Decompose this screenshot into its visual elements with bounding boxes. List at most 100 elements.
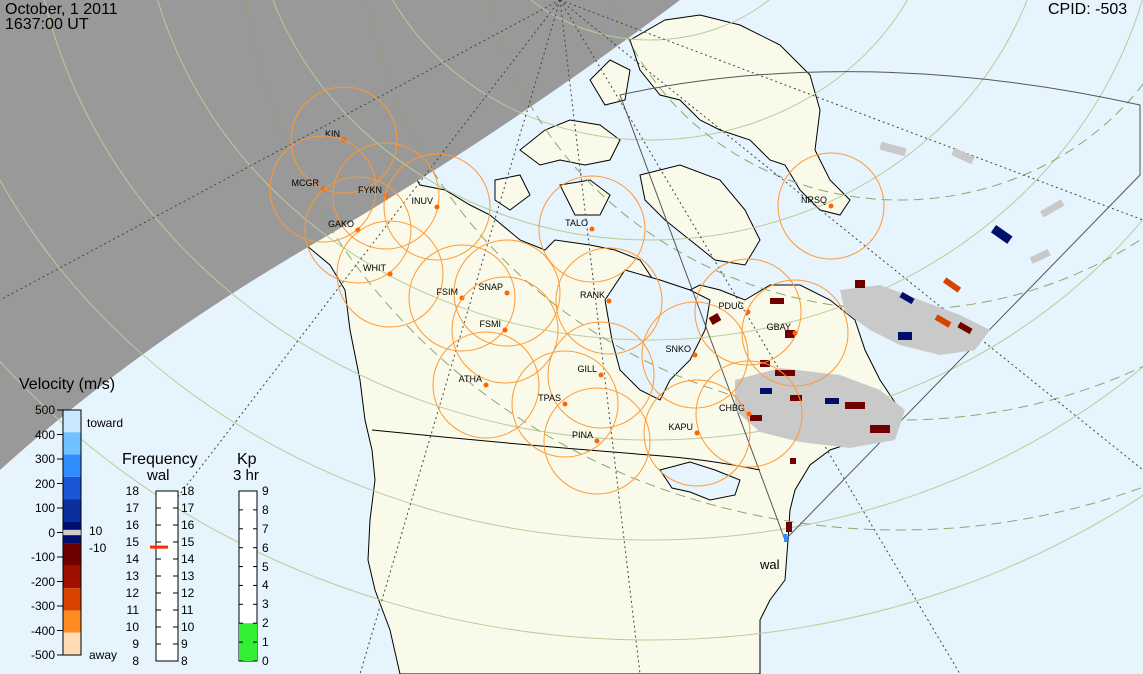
station-code: GBAY <box>767 322 791 332</box>
frequency-tick-right: 10 <box>181 620 195 634</box>
station-code: KIN <box>325 129 340 139</box>
station-dot <box>483 382 489 388</box>
station-coverage-ring <box>643 379 751 487</box>
station-snap: SNAP <box>453 239 561 347</box>
kp-scale <box>238 490 258 662</box>
station-code: FSMI <box>480 319 502 329</box>
kp-tick-label: 2 <box>262 616 269 631</box>
station-code: WHIT <box>363 263 386 273</box>
kp-tick-label: 1 <box>262 635 269 650</box>
velocity-color-segment <box>63 499 81 522</box>
map-time: 1637:00 UT <box>5 16 89 33</box>
land-arctic-island <box>559 179 611 216</box>
station-chbg: CHBG <box>695 360 803 468</box>
station-code: RANK <box>580 290 605 300</box>
frequency-tick-right: 9 <box>181 637 188 651</box>
velocity-color-segment <box>63 410 81 433</box>
kp-tick-label: 5 <box>262 559 269 574</box>
station-nrsq: NRSQ <box>777 152 885 260</box>
radar-site-label: wal <box>760 557 780 572</box>
velocity-color-segment <box>63 454 81 477</box>
frequency-tick-right: 8 <box>181 654 188 668</box>
velocity-color-segment <box>63 565 81 589</box>
velocity-tick-label: 400 <box>34 427 55 442</box>
frequency-tick-right: 12 <box>181 586 195 600</box>
station-coverage-ring <box>694 258 802 366</box>
velocity-color-segment <box>63 588 81 611</box>
station-gbay: GBAY <box>741 279 849 387</box>
station-coverage-ring <box>304 176 412 284</box>
station-dot <box>589 226 595 232</box>
station-coverage-ring <box>547 321 655 429</box>
land-greenland <box>629 14 851 216</box>
kp-tick-label: 0 <box>262 654 269 668</box>
kp-legend-title: Kp <box>237 451 257 468</box>
station-inuv: INUV <box>383 153 491 261</box>
station-coverage-ring <box>269 135 377 243</box>
station-atha: ATHA <box>432 331 540 439</box>
station-coverage-ring <box>641 301 749 409</box>
land-arctic-island <box>589 59 631 106</box>
velocity-tick-label: -300 <box>30 599 55 613</box>
frequency-marker <box>150 545 168 549</box>
station-dot <box>694 430 700 436</box>
station-coverage-ring <box>453 239 561 347</box>
night-terminator <box>0 0 680 470</box>
station-code: SNKO <box>665 344 691 354</box>
frequency-tick-right: 15 <box>181 535 195 549</box>
station-coverage-ring <box>451 276 559 384</box>
kp-legend-subtitle: 3 hr <box>233 467 259 484</box>
velocity-zero-band <box>62 529 82 536</box>
cpid-label: CPID: -503 <box>1048 1 1128 18</box>
frequency-tick-left: 8 <box>132 654 139 668</box>
station-code: INUV <box>411 196 433 206</box>
station-dot <box>504 290 510 296</box>
station-code: PDUC <box>718 301 744 311</box>
station-coverage-ring <box>741 279 849 387</box>
station-dot <box>746 411 752 417</box>
ground-scatter <box>735 141 1065 448</box>
station-dot <box>792 330 798 336</box>
kp-tick-label: 9 <box>262 484 269 498</box>
station-code: NRSQ <box>801 195 827 205</box>
frequency-tick-right: 14 <box>181 552 195 566</box>
kp-tick-label: 4 <box>262 578 269 593</box>
station-code: KAPU <box>668 422 693 432</box>
velocity-tick-label: -100 <box>30 550 55 564</box>
kp-tick-label: 3 <box>262 597 269 612</box>
station-code: CHBG <box>719 403 745 413</box>
station-coverage-ring <box>695 360 803 468</box>
land-arctic-island <box>519 119 621 166</box>
velocity-tick-label: 100 <box>34 501 55 515</box>
frequency-tick-left: 13 <box>125 569 139 583</box>
station-code: SNAP <box>478 282 503 292</box>
station-mcgr: MCGR <box>269 135 377 243</box>
station-code: FYKN <box>358 185 382 195</box>
frequency-tick-left: 15 <box>125 535 139 549</box>
velocity-color-segment <box>63 432 81 455</box>
station-dot <box>502 327 508 333</box>
frequency-tick-right: 13 <box>181 569 195 583</box>
station-dot <box>434 204 440 210</box>
velocity-tick-label: 300 <box>34 452 55 466</box>
frequency-tick-left: 9 <box>132 637 139 651</box>
station-code: PINA <box>572 430 593 440</box>
frequency-tick-left: 12 <box>125 586 139 600</box>
frequency-tick-left: 18 <box>125 484 139 498</box>
radar-fov <box>619 71 1141 541</box>
station-coverage-ring <box>336 220 444 328</box>
frequency-scale <box>150 490 179 662</box>
station-fsmi: FSMI <box>451 276 559 384</box>
station-pina: PINA <box>543 387 651 495</box>
velocity-away-label: away <box>89 648 118 662</box>
station-dot <box>828 203 834 209</box>
velocity-tick-label: -500 <box>30 648 55 662</box>
kp-level-fill <box>239 623 257 661</box>
kp-tick-label: 7 <box>262 521 269 536</box>
station-coverage-ring <box>383 153 491 261</box>
station-code: TPAS <box>538 393 561 403</box>
frequency-tick-left: 17 <box>125 501 139 515</box>
station-whit: WHIT <box>336 220 444 328</box>
